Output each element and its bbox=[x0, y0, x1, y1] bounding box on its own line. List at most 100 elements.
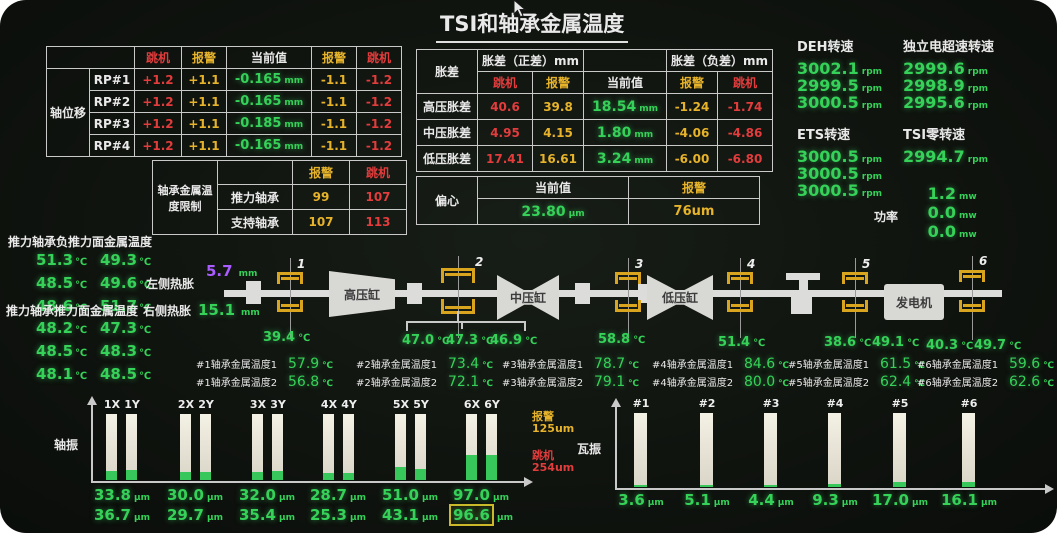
bearing-3-temp: 58.8 bbox=[598, 332, 631, 347]
b3-metal-label-1: #3轴承金属温度1 bbox=[502, 360, 584, 371]
empty-cell bbox=[46, 46, 135, 69]
vib-value: 36.7 bbox=[93, 506, 131, 524]
rpm-unit: rpm bbox=[861, 189, 883, 199]
ip-current-value: 1.80 bbox=[596, 124, 632, 141]
mw-unit: mw bbox=[959, 192, 977, 202]
c-unit: ℃ bbox=[139, 325, 152, 336]
rp1-trip-hi: +1.2 bbox=[134, 68, 182, 91]
b2-metal-label-1: #2轴承金属温度1 bbox=[356, 360, 438, 371]
shaft-coupling-1 bbox=[246, 281, 261, 304]
rp4-trip-hi: +1.2 bbox=[134, 134, 182, 157]
thrust-pos-temp-2b: 48.3 bbox=[100, 342, 138, 360]
bearing-5-line bbox=[855, 258, 856, 338]
c-unit: ℃ bbox=[778, 379, 790, 389]
neg-expansion-header: 胀差（负差）mm bbox=[666, 49, 773, 72]
overspeed-2: 2998.9 bbox=[903, 76, 965, 95]
bearing-2-icon bbox=[441, 268, 475, 283]
c-unit: ℃ bbox=[298, 333, 311, 344]
vib-bar-5y bbox=[415, 414, 426, 480]
um-unit: μm bbox=[134, 513, 151, 523]
thrust-bearing-trip: 107 bbox=[349, 184, 407, 210]
ecc-current-value: 23.80 bbox=[521, 203, 566, 220]
rpm-unit: rpm bbox=[861, 155, 883, 165]
thrust-neg-temp-3b: 51.7 bbox=[100, 297, 138, 315]
bearing-5-temp-2: 49.1 bbox=[872, 335, 905, 350]
pad-value-6: 16.1 μm bbox=[934, 491, 1004, 509]
bearing-1-icon bbox=[277, 272, 303, 284]
thrust-pos-temp-3b: 48.5 bbox=[100, 365, 138, 383]
expansion-diff-table: 胀差 胀差（正差）mm 胀差（负差）mm 跳机 报警 当前值 报警 跳机 高压胀… bbox=[416, 49, 773, 172]
current-header: 当前值 bbox=[226, 46, 312, 69]
ecc-alarm-header: 报警 bbox=[628, 176, 760, 199]
rp3-current: -0.185 mm bbox=[226, 112, 312, 135]
c-unit: ℃ bbox=[75, 348, 88, 359]
cat-3y: 3Y bbox=[270, 398, 286, 411]
support-bearing-alarm: 107 bbox=[292, 209, 350, 235]
bearing-6-number: 6 bbox=[979, 254, 988, 268]
bearing-2-temp-bracket bbox=[406, 321, 526, 331]
eccentricity-table: 偏心 当前值 报警 23.80 μm 76um bbox=[416, 176, 760, 225]
vib-value-5y: 43.1 μm bbox=[375, 506, 445, 524]
c-unit: ℃ bbox=[1043, 379, 1055, 389]
trip-hi-header: 跳机 bbox=[134, 46, 182, 69]
um-unit: μm bbox=[568, 208, 585, 219]
alarm-hi-header: 报警 bbox=[181, 46, 227, 69]
lp-expansion-label: 低压胀差 bbox=[416, 145, 478, 172]
mm-unit: mm bbox=[238, 269, 258, 279]
empty-cell bbox=[217, 160, 293, 185]
overspeed-3: 2995.6 bbox=[903, 93, 965, 112]
cat-p6: #6 bbox=[960, 397, 978, 410]
hp-alarm-neg: -1.24 bbox=[666, 93, 718, 120]
bearing-6-icon bbox=[959, 270, 985, 282]
cat-5x: 5X bbox=[392, 398, 410, 411]
shaft-vib-xaxis-arrow bbox=[524, 477, 533, 487]
lp-alarm-neg: -6.00 bbox=[666, 145, 718, 172]
shaft-vib-yaxis-arrow bbox=[87, 396, 97, 405]
lp-alarm-pos: 16.61 bbox=[532, 145, 584, 172]
rp3-label: RP#3 bbox=[89, 112, 135, 135]
right-expansion-label: 右侧热胀 bbox=[143, 304, 192, 318]
pad-value: 5.1 bbox=[684, 491, 711, 509]
tsi-zero-speed-label: TSI零转速 bbox=[903, 128, 966, 143]
vib-value-3x: 32.0 μm bbox=[232, 486, 302, 504]
thrust-neg-temp-2a: 48.5 bbox=[36, 274, 74, 292]
rp2-label: RP#2 bbox=[89, 90, 135, 113]
vib-value-6y-highlighted[interactable]: 96.6 μm bbox=[446, 504, 516, 526]
vib-value-selected[interactable]: 96.6 bbox=[448, 504, 494, 526]
generator: 发电机 bbox=[884, 284, 944, 320]
cat-p5: #5 bbox=[891, 397, 909, 410]
vib-value-3y: 35.4 μm bbox=[232, 506, 302, 524]
vib-value: 35.4 bbox=[238, 506, 276, 524]
rpm-unit: rpm bbox=[861, 67, 883, 77]
vib-value: 30.0 bbox=[166, 486, 204, 504]
shaft-coupling-2 bbox=[407, 283, 422, 304]
support-bearing-label: 支持轴承 bbox=[217, 209, 293, 235]
ip-cylinder: 中压缸 bbox=[497, 275, 559, 320]
exp-alarm-neg-header: 报警 bbox=[666, 71, 718, 94]
bearing-2-temp-2: 47.3 bbox=[446, 333, 479, 348]
c-unit: ℃ bbox=[859, 338, 872, 349]
vib-value-6x: 97.0 μm bbox=[446, 486, 516, 504]
c-unit: ℃ bbox=[1009, 341, 1022, 352]
um-unit: μm bbox=[777, 498, 794, 508]
vib-value: 32.0 bbox=[238, 486, 276, 504]
c-unit: ℃ bbox=[914, 379, 926, 389]
vib-alarm-value: 125um bbox=[532, 422, 575, 435]
vib-value-4x: 28.7 μm bbox=[303, 486, 373, 504]
c-unit: ℃ bbox=[1043, 361, 1055, 371]
ets-speed-1: 3000.5 bbox=[797, 147, 859, 166]
bearing-5-icon bbox=[842, 300, 868, 312]
hp-cylinder-label: 高压缸 bbox=[343, 287, 380, 302]
vib-bar-3y bbox=[272, 414, 283, 480]
b4-metal-value-2: 80.0 bbox=[744, 374, 776, 390]
limit-trip-header: 跳机 bbox=[349, 160, 407, 185]
c-unit: ℃ bbox=[482, 379, 494, 389]
axis-displacement-table: 跳机 报警 当前值 报警 跳机 轴位移 RP#1 +1.2 +1.1 -0.16… bbox=[46, 46, 402, 157]
vib-value: 29.7 bbox=[166, 506, 204, 524]
thrust-neg-temp-3a: 48.6 bbox=[36, 297, 74, 315]
generator-label: 发电机 bbox=[895, 295, 932, 310]
limit-alarm-header: 报警 bbox=[292, 160, 350, 185]
vib-bar-6y bbox=[486, 414, 497, 480]
valve-base bbox=[791, 297, 812, 314]
c-unit: ℃ bbox=[437, 336, 450, 347]
